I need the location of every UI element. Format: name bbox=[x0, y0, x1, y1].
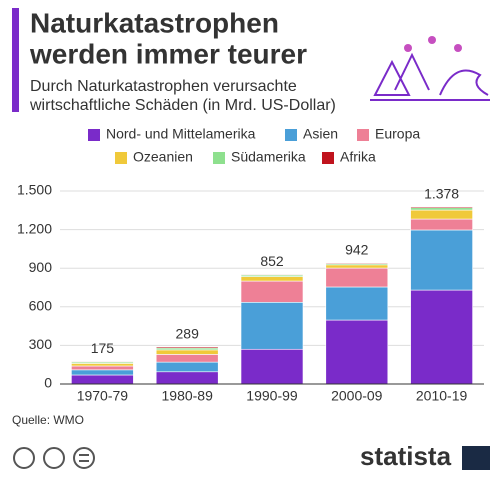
total-label: 175 bbox=[91, 340, 115, 356]
bar-segment bbox=[410, 209, 473, 220]
legend-label: Asien bbox=[303, 126, 338, 142]
x-tick-label: 1990-99 bbox=[246, 388, 298, 404]
bar-segment bbox=[240, 348, 304, 385]
bar-segment bbox=[155, 361, 219, 373]
chart-title: werden immer teurer bbox=[29, 38, 307, 69]
bar-segment bbox=[410, 218, 473, 231]
legend-label: Südamerika bbox=[231, 149, 306, 165]
legend-swatch bbox=[285, 129, 297, 141]
bar-segment bbox=[240, 301, 304, 350]
chart-subtitle: wirtschaftliche Schäden (in Mrd. US-Doll… bbox=[29, 97, 336, 114]
bar-segment bbox=[410, 207, 473, 211]
brand-icon bbox=[462, 446, 490, 470]
y-tick-label: 300 bbox=[29, 336, 53, 352]
license-icons bbox=[13, 447, 95, 469]
legend-label: Nord- und Mittelamerika bbox=[106, 126, 256, 142]
legend-label: Europa bbox=[375, 126, 420, 142]
bar-segment bbox=[410, 289, 473, 385]
bar-segment bbox=[410, 229, 473, 291]
total-label: 942 bbox=[345, 241, 369, 257]
y-tick-label: 900 bbox=[29, 259, 53, 275]
legend-label: Ozeanien bbox=[133, 149, 193, 165]
accent-bar bbox=[12, 8, 19, 112]
bar-segment bbox=[325, 319, 389, 385]
bar-segment bbox=[240, 276, 304, 282]
y-tick-label: 1.200 bbox=[17, 220, 52, 236]
bar-segment bbox=[325, 264, 389, 269]
x-tick-label: 1970-79 bbox=[77, 388, 129, 404]
y-tick-label: 0 bbox=[44, 375, 52, 391]
legend-swatch bbox=[88, 129, 100, 141]
legend-swatch bbox=[322, 152, 334, 164]
x-tick-label: 2000-09 bbox=[331, 388, 383, 404]
legend-label: Afrika bbox=[340, 149, 376, 165]
chart-subtitle: Durch Naturkatastrophen verursachte bbox=[30, 78, 297, 95]
bar-segment bbox=[325, 286, 389, 321]
bar-segment bbox=[71, 363, 134, 367]
legend-swatch bbox=[357, 129, 369, 141]
bar-segment bbox=[71, 361, 134, 363]
bar-segment bbox=[240, 280, 304, 303]
legend-swatch bbox=[115, 152, 127, 164]
bar-segment bbox=[325, 267, 389, 288]
brand: statista bbox=[360, 441, 452, 471]
legend-swatch bbox=[213, 152, 225, 164]
bar-segment bbox=[71, 374, 134, 385]
bar-segment bbox=[240, 274, 304, 276]
bar-segment bbox=[155, 346, 219, 349]
y-tick-label: 600 bbox=[29, 298, 53, 314]
bar-segment bbox=[325, 262, 389, 264]
total-label: 289 bbox=[176, 326, 200, 342]
bar-segment bbox=[410, 206, 473, 209]
x-tick-label: 1980-89 bbox=[162, 388, 214, 404]
chart-title: Naturkatastrophen bbox=[30, 7, 279, 38]
source: Quelle: WMO bbox=[12, 413, 84, 427]
x-tick-label: 2010-19 bbox=[416, 388, 468, 404]
bar-segment bbox=[71, 365, 134, 371]
bar-segment bbox=[155, 354, 219, 363]
total-label: 1.378 bbox=[424, 185, 459, 201]
bar-segment bbox=[71, 369, 134, 376]
bar-segment bbox=[155, 349, 219, 355]
bar-segment bbox=[155, 371, 219, 385]
illustration bbox=[370, 36, 490, 101]
y-tick-label: 1.500 bbox=[17, 182, 52, 198]
total-label: 852 bbox=[260, 253, 284, 269]
